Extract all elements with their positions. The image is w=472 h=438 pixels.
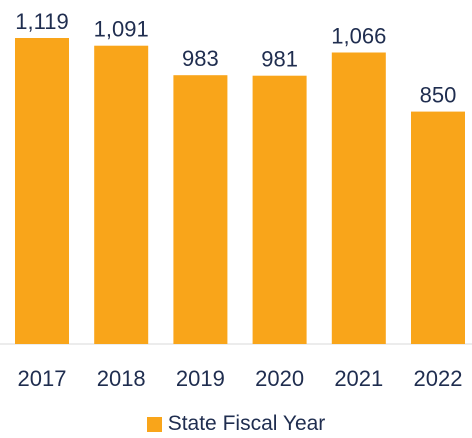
- data-label-group: 1,119 1,091 983 981 1,066 850: [15, 9, 456, 108]
- x-tick-label-2020: 2020: [255, 366, 304, 391]
- bar-group: [15, 38, 465, 344]
- x-tick-label-2017: 2017: [18, 366, 67, 391]
- x-tick-label-2018: 2018: [97, 366, 146, 391]
- bar-2019: [173, 75, 228, 344]
- x-tick-label-group: 2017 2018 2019 2020 2021 2022: [18, 366, 463, 391]
- data-label-2020: 981: [261, 47, 298, 72]
- data-label-2019: 983: [182, 46, 219, 71]
- bar-2018: [94, 45, 149, 344]
- bar-2020: [252, 75, 307, 344]
- x-tick-label-2019: 2019: [176, 366, 225, 391]
- data-label-2017: 1,119: [15, 9, 68, 34]
- bar-2022: [411, 111, 465, 344]
- x-tick-label-2022: 2022: [414, 366, 463, 391]
- legend-label: State Fiscal Year: [167, 412, 326, 435]
- data-label-2022: 850: [420, 83, 457, 108]
- bar-2021: [331, 52, 386, 344]
- data-label-2021: 1,066: [331, 24, 386, 49]
- legend: State Fiscal Year: [0, 410, 472, 438]
- bar-2017: [15, 38, 69, 344]
- data-label-2018: 1,091: [94, 17, 149, 42]
- legend-swatch: [146, 416, 162, 432]
- x-tick-label-2021: 2021: [334, 366, 383, 391]
